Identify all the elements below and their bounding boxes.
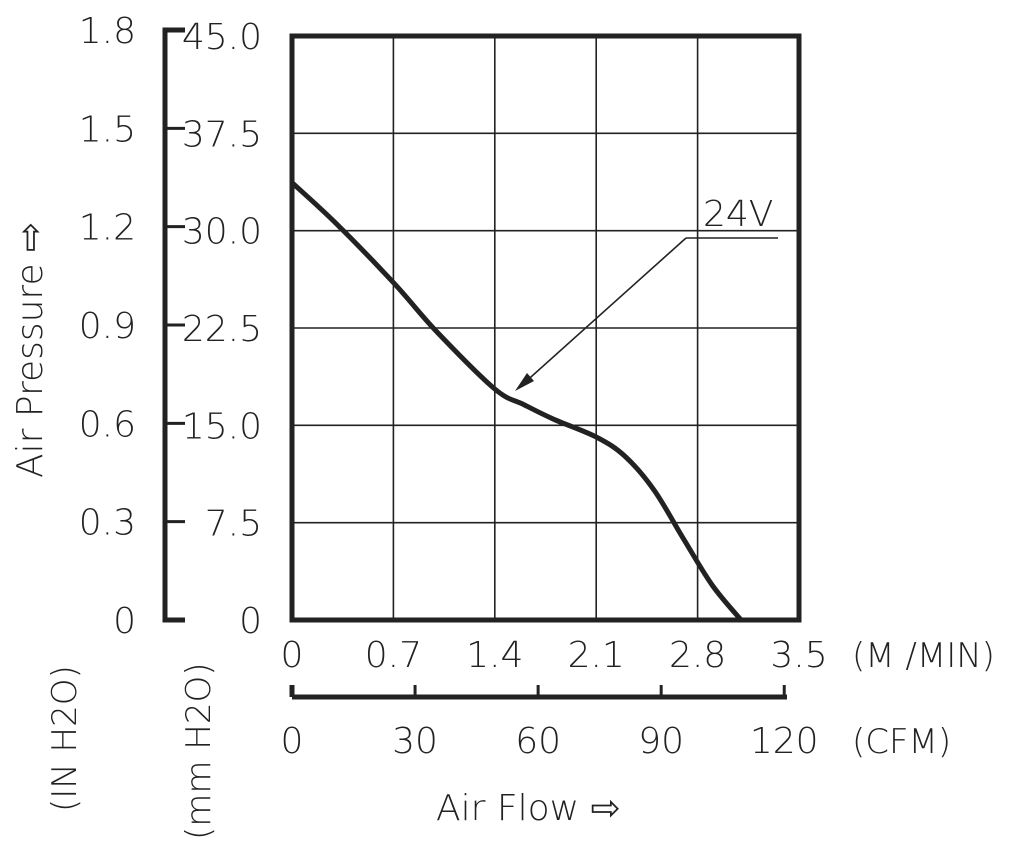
y2-tick-label: 0 xyxy=(113,601,136,642)
y2-tick-label: 1.8 xyxy=(79,11,136,52)
y-tick-label: 15.0 xyxy=(182,406,262,447)
x2-tick-label: 30 xyxy=(392,721,438,762)
y2-tick-label: 0.3 xyxy=(79,503,136,544)
y2-ticks: 0 0.3 0.6 0.9 1.2 1.5 1.8 xyxy=(79,11,185,642)
annotation-label: 24V xyxy=(703,194,773,235)
x-tick-label: 0 xyxy=(281,635,304,676)
x-tick-label: 2.1 xyxy=(568,635,625,676)
x2-tick-label: 90 xyxy=(638,721,684,762)
y-axis-title: Air Pressure ⇨ xyxy=(10,222,51,478)
y2-tick-label: 0.9 xyxy=(79,306,136,347)
y-tick-label: 37.5 xyxy=(182,114,262,155)
x-ticks: 0 0.7 1.4 2.1 2.8 3.5 xyxy=(281,635,828,676)
y-axis-unit: (mm H2O) xyxy=(179,662,219,840)
y-tick-label: 30.0 xyxy=(182,212,262,253)
x-tick-label: 3.5 xyxy=(770,635,827,676)
y2-tick-label: 1.5 xyxy=(79,109,136,150)
x-axis-unit: (M /MIN) xyxy=(852,636,995,676)
grid xyxy=(292,36,799,620)
y-tick-label: 45.0 xyxy=(182,17,262,58)
x2-axis-unit: (CFM) xyxy=(852,722,951,762)
series-line-24v xyxy=(289,180,744,623)
x2-tick-label: 120 xyxy=(750,721,819,762)
y-tick-label: 22.5 xyxy=(182,309,262,350)
x2-tick-label: 60 xyxy=(515,721,561,762)
annotation-arrowhead xyxy=(515,373,534,391)
x-tick-label: 0.7 xyxy=(365,635,422,676)
plot-frame xyxy=(289,33,802,623)
x-tick-label: 2.8 xyxy=(669,635,726,676)
y2-axis-unit: (IN H2O) xyxy=(45,665,85,812)
y2-tick-label: 0.6 xyxy=(79,404,136,445)
x-axis-title: Air Flow ⇨ xyxy=(436,788,621,829)
y-tick-label: 7.5 xyxy=(205,504,262,545)
y-ticks: 0 7.5 15.0 22.5 30.0 37.5 45.0 xyxy=(182,17,262,642)
y-tick-label: 0 xyxy=(239,601,262,642)
annotation-leader xyxy=(521,237,687,386)
annotation-24v: 24V xyxy=(515,194,778,391)
y2-tick-label: 1.2 xyxy=(79,208,136,249)
x-tick-label: 1.4 xyxy=(466,635,523,676)
x2-ticks: 0 30 60 90 120 xyxy=(281,685,819,762)
x2-tick-label: 0 xyxy=(281,721,304,762)
